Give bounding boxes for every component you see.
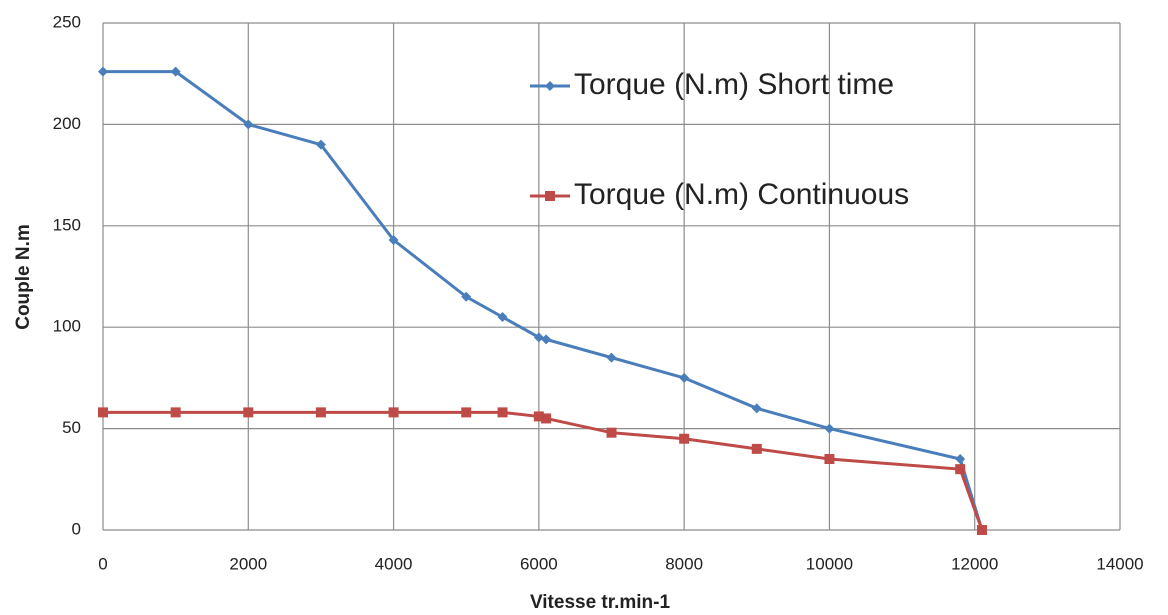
marker	[751, 403, 762, 414]
y-tick-label: 250	[53, 12, 81, 31]
marker	[98, 66, 108, 77]
marker	[824, 454, 835, 465]
marker	[824, 423, 835, 434]
marker	[461, 407, 472, 418]
marker	[497, 312, 508, 323]
y-tick-label: 150	[53, 215, 81, 234]
x-tick-label: 6000	[520, 554, 558, 573]
marker	[533, 411, 544, 422]
marker	[497, 407, 508, 418]
marker	[679, 372, 690, 383]
x-axis-title: Vitesse tr.min-1	[530, 592, 671, 613]
legend-label: Torque (N.m) Short time	[574, 68, 894, 101]
marker	[315, 139, 326, 150]
x-tick-label: 8000	[665, 554, 703, 573]
marker	[315, 407, 326, 418]
x-tick-label: 14000	[1096, 554, 1143, 573]
x-tick-label: 12000	[951, 554, 998, 573]
marker	[545, 81, 555, 91]
legend-label: Torque (N.m) Continuous	[574, 178, 909, 211]
y-tick-label: 0	[72, 519, 81, 538]
marker	[606, 352, 617, 363]
marker	[243, 407, 254, 418]
y-tick-label: 100	[53, 317, 81, 336]
marker	[545, 191, 555, 201]
marker	[243, 119, 254, 130]
y-tick-label: 200	[53, 114, 81, 133]
marker	[533, 332, 544, 343]
y-tick-label: 50	[62, 418, 81, 437]
y-axis-title: Couple N.m	[13, 224, 34, 330]
marker	[976, 525, 987, 535]
series-line	[103, 410, 984, 531]
marker	[541, 334, 552, 345]
marker	[751, 443, 762, 454]
x-tick-label: 2000	[229, 554, 267, 573]
x-tick-label: 10000	[806, 554, 853, 573]
x-tick-label: 4000	[375, 554, 413, 573]
marker	[955, 464, 966, 475]
marker	[170, 66, 181, 77]
marker	[461, 291, 472, 302]
marker	[541, 413, 552, 424]
marker	[955, 454, 966, 465]
marker	[170, 407, 181, 418]
marker	[388, 234, 399, 245]
marker	[679, 433, 690, 444]
marker	[606, 427, 617, 438]
marker	[98, 407, 108, 418]
marker	[388, 407, 399, 418]
x-tick-label: 0	[98, 554, 107, 573]
